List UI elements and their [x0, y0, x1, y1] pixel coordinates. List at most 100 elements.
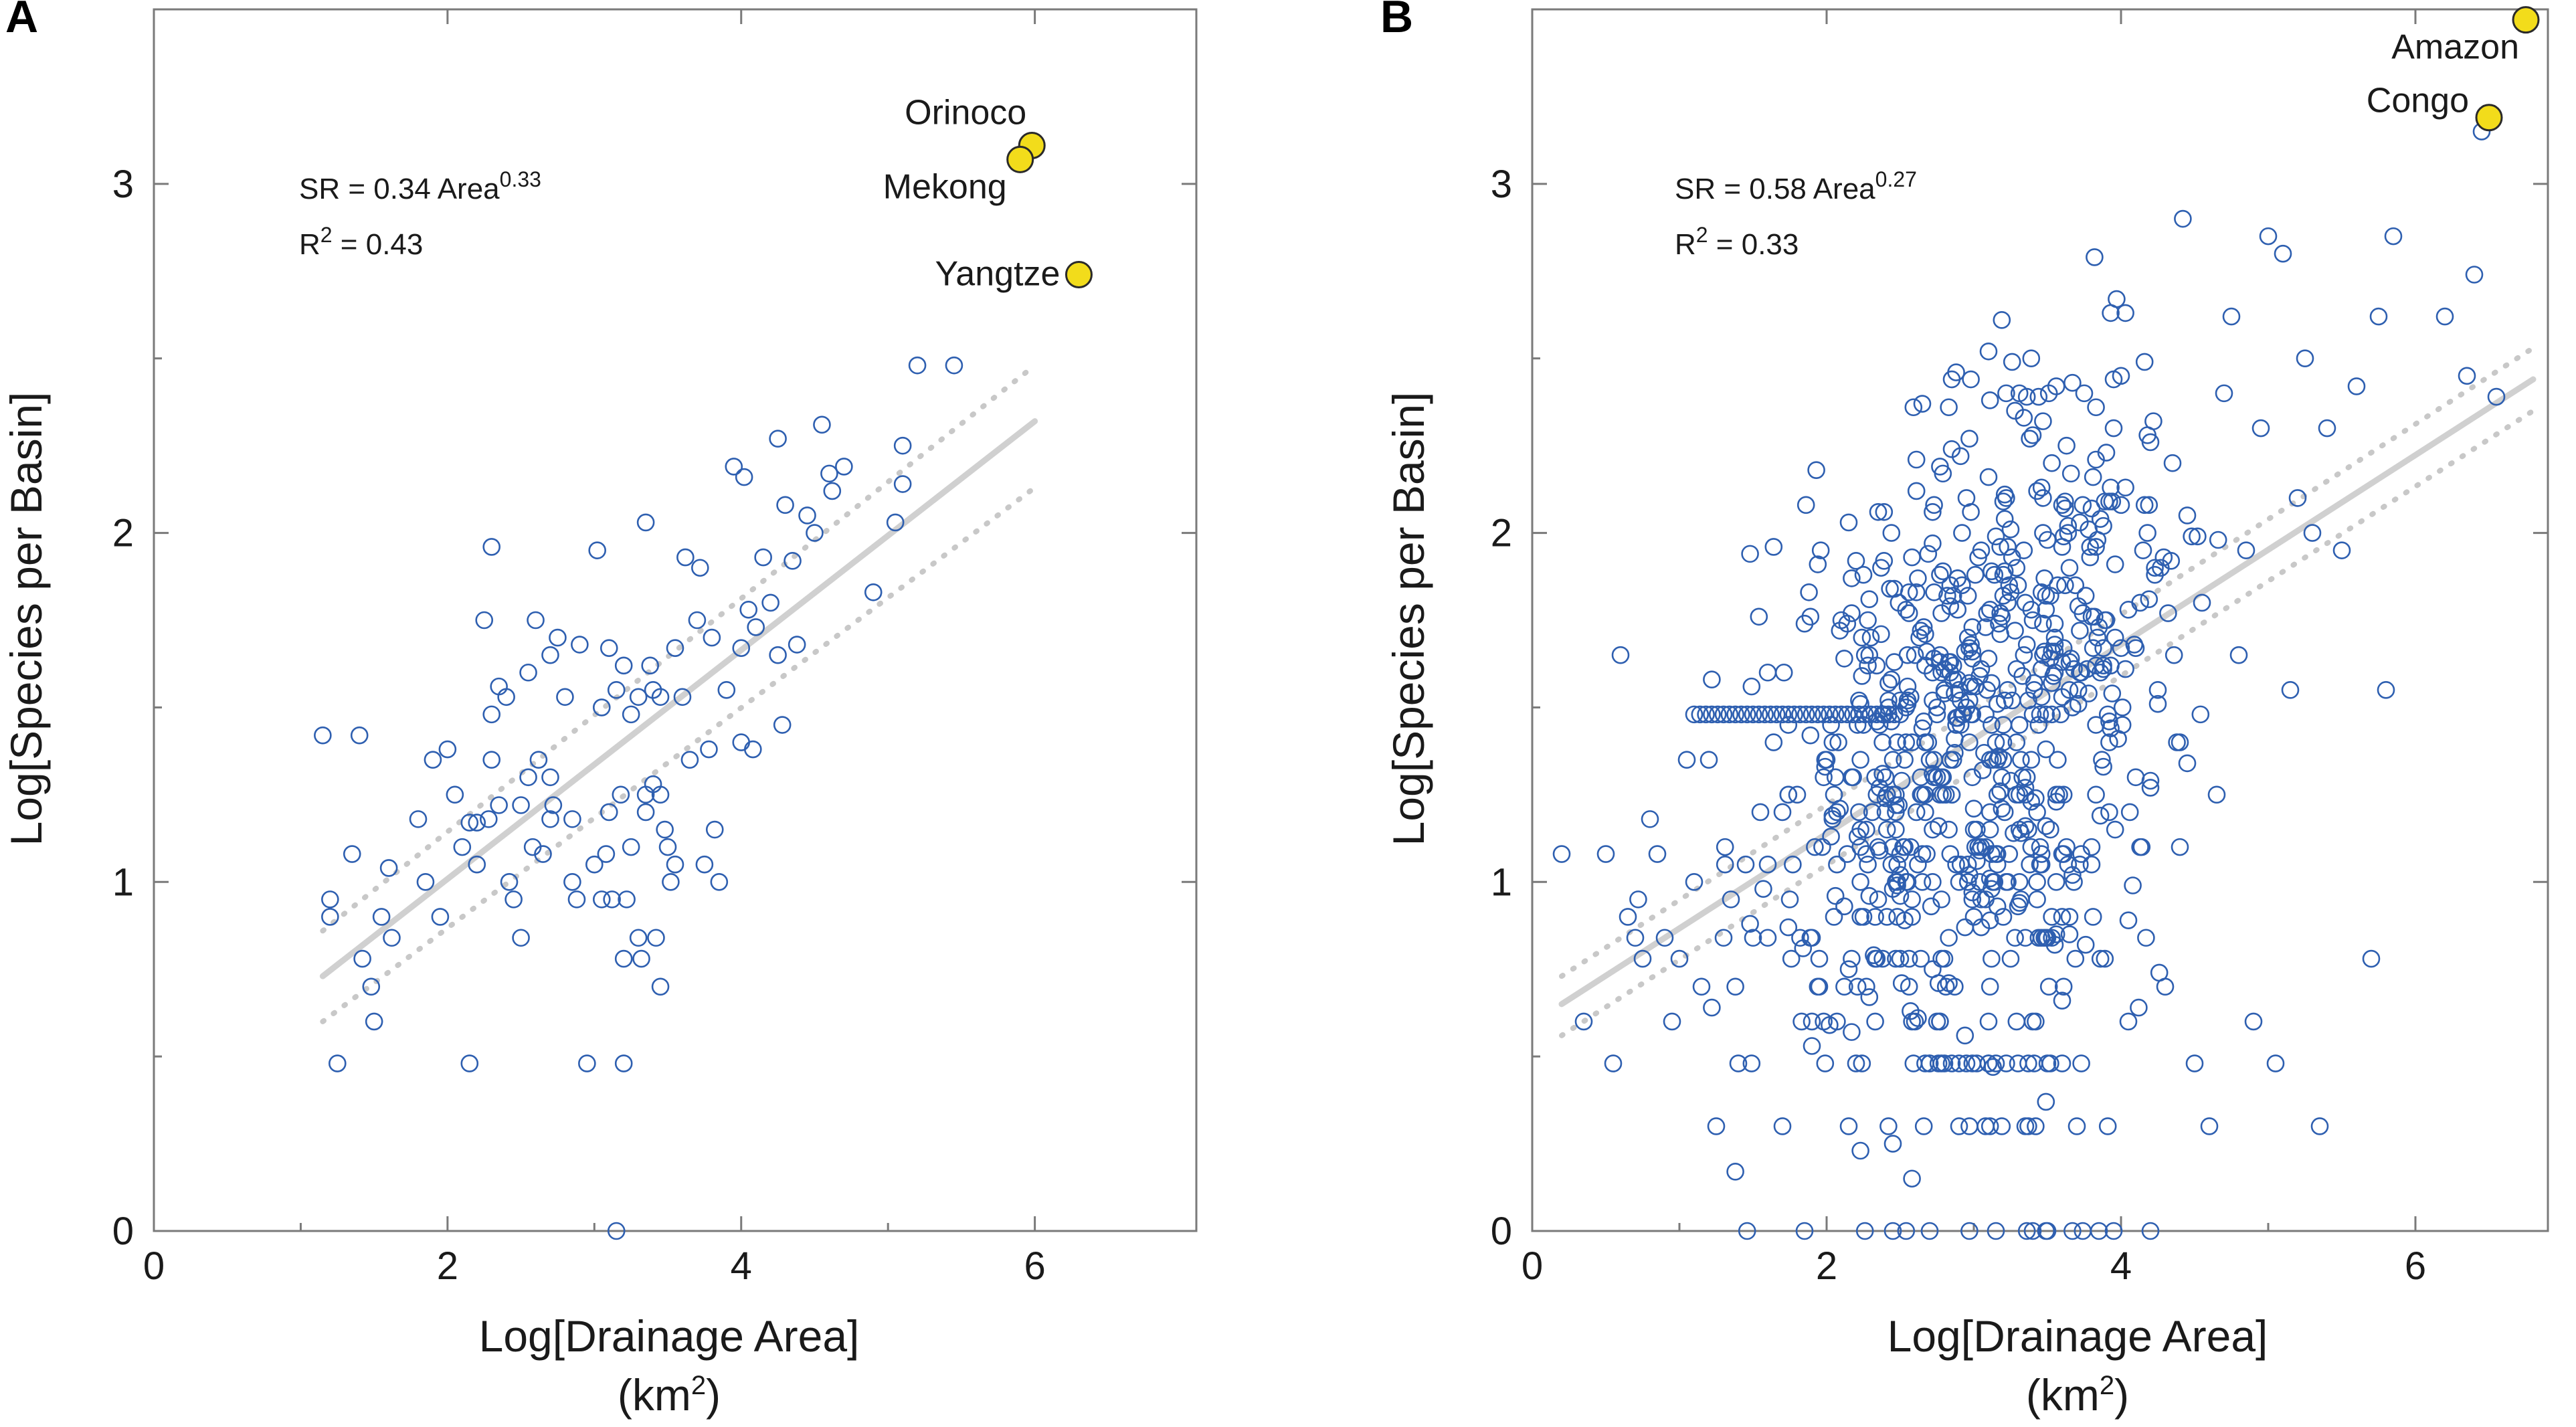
panel-b-data-point — [2135, 496, 2154, 514]
panel-b-data-point — [2029, 387, 2048, 406]
panel-b-data-point — [2023, 426, 2042, 444]
panel-b-data-point — [1762, 705, 1780, 724]
panel-b-data-point — [1859, 656, 1877, 675]
panel-b-label-congo: Congo — [2367, 82, 2469, 120]
panel-b-data-point — [1903, 733, 1921, 751]
panel-b-data-point — [1946, 743, 1964, 762]
panel-a-data-point — [656, 820, 674, 839]
panel-b-data-point — [1604, 1054, 1623, 1072]
panel-b-data-point — [2053, 991, 2072, 1010]
panel-b-data-point — [1970, 842, 1989, 860]
panel-b-data-point — [1947, 708, 1965, 727]
panel-b-data-point — [1857, 845, 1875, 863]
panel-b-data-point — [1960, 1117, 1979, 1135]
panel-b-data-point — [1869, 890, 1888, 909]
panel-b-data-point — [2027, 1012, 2045, 1031]
panel-b-data-point — [1803, 929, 1821, 947]
panel-b-data-point — [2332, 541, 2351, 559]
panel-a-y-tick-label: 2 — [112, 512, 134, 555]
panel-b-data-point — [2043, 908, 2061, 926]
panel-b-data-point — [1936, 977, 1955, 996]
panel-b-data-point — [1896, 911, 1914, 929]
panel-b-data-point — [1883, 1222, 1902, 1240]
panel-b-data-point — [1773, 1117, 1792, 1135]
panel-a-data-point — [658, 838, 677, 856]
panel-b-data-point — [2043, 674, 2061, 692]
panel-a-data-point — [700, 740, 718, 759]
panel-b-data-point — [1839, 960, 1858, 979]
panel-b-data-point — [1897, 1222, 1916, 1240]
panel-a-data-point — [497, 688, 515, 706]
panel-a-data-point — [519, 768, 537, 787]
panel-b-data-point — [2131, 838, 2149, 856]
panel-a-data-point — [541, 810, 559, 828]
panel-b-data-point — [1751, 803, 1770, 822]
panel-a-data-point — [592, 890, 611, 909]
panel-b-data-point — [1838, 845, 1857, 863]
panel-b-data-point — [1738, 1222, 1756, 1240]
panel-b-data-point — [1958, 587, 1977, 605]
panel-b-data-point — [1929, 817, 1948, 836]
panel-b-data-point — [2081, 548, 2100, 567]
panel-b-data-point — [2045, 628, 2064, 647]
panel-b-data-point — [1764, 733, 1783, 751]
panel-b-data-point — [1950, 1117, 1968, 1135]
panel-b-data-point — [1803, 1037, 1821, 1055]
panel-b-data-point — [1744, 705, 1762, 724]
panel-b-data-point — [2189, 527, 2207, 546]
panel-b-data-point — [2080, 684, 2098, 702]
panel-b-data-point — [2487, 387, 2506, 406]
panel-b-data-point — [2028, 482, 2046, 500]
panel-b-data-point — [1758, 855, 1777, 874]
panel-b-data-point — [1860, 886, 1879, 905]
panel-b-plot-area: 0 2 4 6 0 1 2 3 Amazon Congo — [1491, 6, 2549, 1288]
panel-b-data-point — [2074, 1222, 2092, 1240]
panel-b-data-point — [1888, 733, 1906, 751]
panel-b-data-point — [1810, 977, 1829, 996]
panel-b-data-point — [1863, 803, 1881, 822]
panel-b-data-point — [2047, 872, 2065, 891]
panel-b-data-point — [1859, 855, 1877, 874]
panel-b-data-point — [2017, 387, 2036, 406]
panel-a-data-point — [725, 458, 743, 476]
panel-b-data-point — [1758, 663, 1777, 682]
panel-b-x-axis-unit: (km2) — [2026, 1370, 2129, 1420]
panel-b-data-point — [2140, 590, 2158, 608]
panel-a-data-point — [490, 796, 508, 814]
panel-b-data-point — [1866, 1012, 1884, 1031]
panel-b-data-point — [1779, 785, 1798, 804]
panel-b-data-point — [1848, 828, 1867, 846]
panel-a-data-point — [556, 688, 574, 706]
panel-a-data-point — [798, 506, 816, 525]
panel-a-highlight-mekong — [1006, 145, 1034, 173]
panel-b-data-point — [2116, 304, 2134, 322]
panel-b-data-point — [1960, 1222, 1979, 1240]
panel-b-data-point — [1897, 733, 1916, 751]
panel-a-x-axis-unit: (km2) — [618, 1370, 721, 1420]
panel-b-data-point — [1984, 1058, 2002, 1076]
panel-b-data-point — [1784, 855, 1802, 874]
panel-a-data-point — [607, 1222, 626, 1240]
panel-b-data-point — [1934, 768, 1952, 787]
panel-b-data-point — [2091, 949, 2110, 968]
panel-b-data-point — [2141, 771, 2160, 790]
panel-b-data-point — [2135, 353, 2154, 371]
panel-b-data-point — [1826, 768, 1845, 787]
panel-b-data-point — [1931, 458, 1949, 476]
panel-b-data-point — [1782, 949, 1801, 968]
panel-a-data-point — [629, 688, 648, 706]
panel-b-data-point — [1850, 705, 1868, 724]
panel-b-data-point — [2069, 597, 2088, 615]
panel-b-data-point — [2084, 468, 2102, 486]
panel-b-data-point — [1983, 562, 2001, 581]
panel-b-data-point — [2007, 1012, 2026, 1031]
panel-b-data-point — [2043, 454, 2061, 472]
panel-b-data-point — [2281, 681, 2300, 699]
panel-b-data-point — [1916, 625, 1934, 644]
panel-b-data-point — [2103, 492, 2122, 510]
panel-b-data-point — [2025, 681, 2043, 699]
panel-a-y-tick-label: 3 — [112, 163, 134, 206]
panel-a-data-point — [776, 496, 794, 514]
panel-b-data-point — [1699, 751, 1718, 769]
panel-b-data-point — [2096, 492, 2114, 510]
